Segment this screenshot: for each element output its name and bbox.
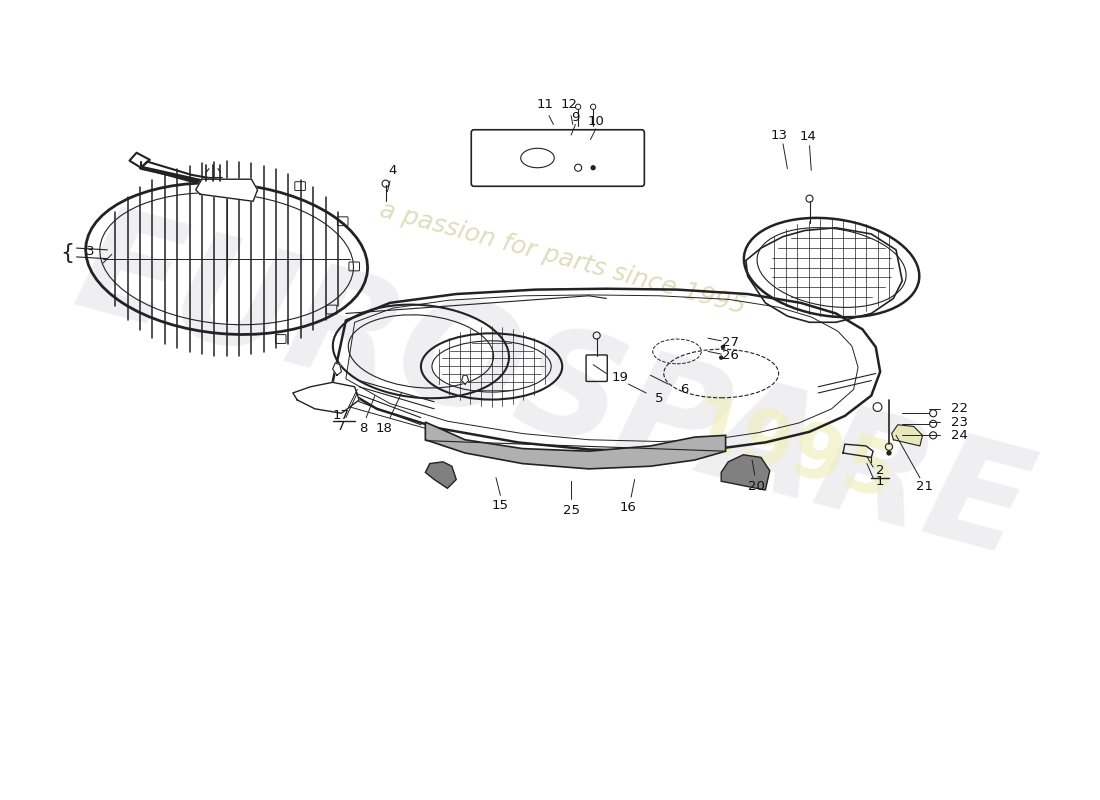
Text: 16: 16	[620, 502, 637, 514]
Text: 24: 24	[952, 429, 968, 442]
Text: 3: 3	[86, 245, 94, 258]
Polygon shape	[892, 425, 923, 446]
Circle shape	[887, 450, 892, 456]
Text: 18: 18	[375, 422, 393, 434]
Text: 14: 14	[800, 130, 816, 143]
Text: 22: 22	[952, 402, 968, 415]
Polygon shape	[722, 454, 770, 490]
Text: 9: 9	[571, 111, 580, 124]
Text: 25: 25	[562, 504, 580, 517]
Text: a passion for parts since 1995: a passion for parts since 1995	[376, 198, 748, 319]
Text: 5: 5	[656, 392, 663, 405]
Circle shape	[591, 165, 596, 170]
Text: 6: 6	[680, 383, 689, 396]
Text: 17: 17	[333, 410, 350, 422]
Text: 21: 21	[916, 480, 933, 493]
Text: 27: 27	[722, 336, 738, 349]
Text: 10: 10	[587, 115, 604, 128]
Text: 12: 12	[561, 98, 578, 110]
Text: 7: 7	[338, 420, 345, 433]
Text: 26: 26	[722, 350, 738, 362]
Text: 13: 13	[770, 129, 788, 142]
Text: 1995: 1995	[680, 390, 904, 516]
Circle shape	[719, 355, 724, 360]
Polygon shape	[462, 375, 469, 384]
Text: 11: 11	[536, 98, 553, 110]
Polygon shape	[426, 462, 456, 488]
Polygon shape	[130, 153, 150, 168]
Circle shape	[720, 345, 725, 350]
Polygon shape	[141, 162, 240, 190]
Text: 8: 8	[360, 422, 367, 434]
Text: 23: 23	[952, 415, 968, 429]
Text: 4: 4	[388, 164, 397, 177]
Text: 1: 1	[876, 474, 884, 488]
Polygon shape	[332, 363, 341, 375]
Polygon shape	[426, 422, 726, 469]
Polygon shape	[196, 179, 257, 202]
Text: {: {	[60, 242, 75, 262]
Polygon shape	[293, 382, 359, 414]
Text: EUROSPARE: EUROSPARE	[63, 197, 1044, 586]
Text: 2: 2	[876, 464, 884, 477]
Text: 20: 20	[748, 480, 764, 493]
Text: 19: 19	[612, 371, 628, 385]
Text: 15: 15	[492, 499, 509, 513]
